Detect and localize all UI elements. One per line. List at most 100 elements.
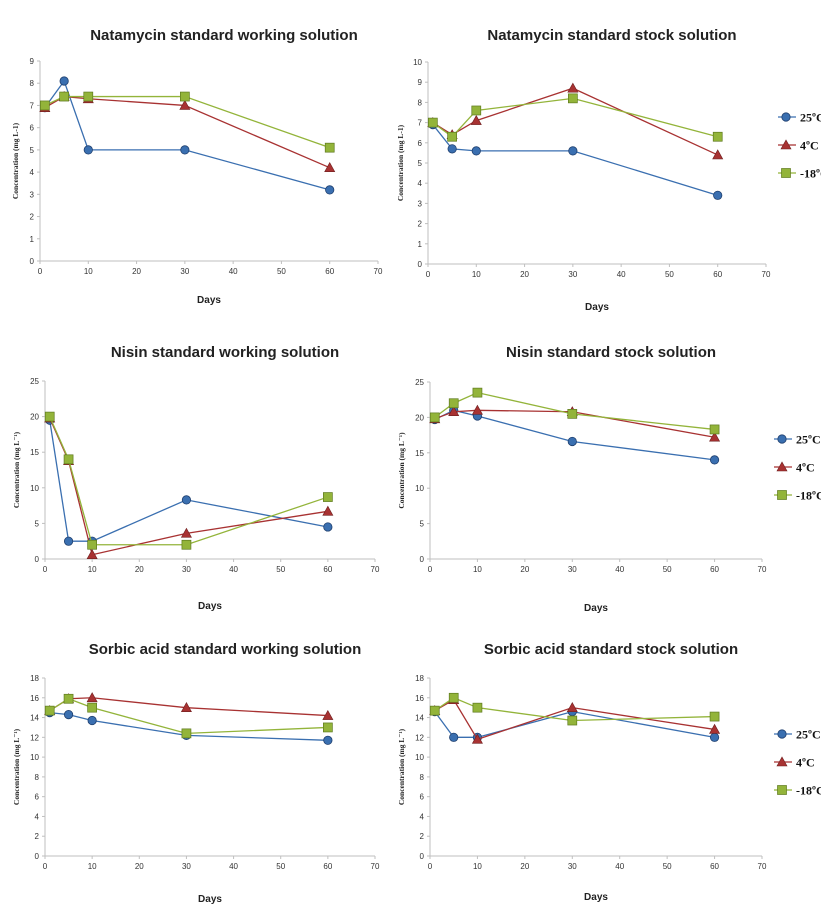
- x-tick-label: 10: [473, 862, 482, 871]
- x-tick-label: 50: [663, 565, 672, 574]
- x-tick-label: 60: [710, 565, 719, 574]
- x-tick-label: 30: [568, 565, 577, 574]
- x-tick-label: 60: [323, 565, 332, 574]
- y-tick-label: 6: [35, 793, 40, 802]
- data-point-s3: [39, 100, 50, 111]
- y-tick-label: 4: [35, 812, 40, 821]
- y-tick-label: 12: [30, 733, 39, 742]
- data-point-s2: [709, 431, 721, 442]
- chart-5: Sorbic acid standard working solution 0 2 4…: [12, 641, 380, 905]
- chart-6: Sorbic acid standard stock solution 0 2 4 6 8…: [397, 641, 821, 903]
- y-tick-label: 8: [35, 773, 40, 782]
- y-tick-label: 12: [415, 733, 424, 742]
- legend-label: 4ºC: [796, 756, 815, 770]
- data-point-s3: [180, 91, 190, 102]
- data-point-s3: [44, 411, 55, 422]
- data-point-s3: [87, 702, 97, 713]
- legend-label: 25ºC: [796, 728, 821, 742]
- data-point-s1: [323, 522, 333, 532]
- x-tick-label: 40: [229, 267, 238, 276]
- y-tick-label: 2: [418, 220, 423, 229]
- chart-title: Sorbic acid standard working solution: [89, 641, 362, 658]
- y-tick-label: 10: [413, 58, 422, 67]
- data-point-s3: [712, 131, 723, 142]
- data-point-s3: [44, 705, 55, 716]
- x-tick-label: 30: [182, 565, 191, 574]
- x-tick-label: 10: [88, 565, 97, 574]
- x-tick-label: 70: [758, 862, 767, 871]
- data-point-s2: [324, 162, 336, 172]
- x-tick-label: 40: [617, 270, 626, 279]
- legend-marker: [781, 112, 791, 122]
- y-tick-label: 20: [415, 413, 424, 422]
- legend-label: -18ºC: [796, 489, 821, 503]
- chart-2: Natamycin standard stock solution 0 1 2 3 4 5 6…: [396, 27, 821, 313]
- data-point-s3: [472, 387, 483, 398]
- legend-label: 4ºC: [796, 461, 815, 475]
- data-point-s1: [180, 145, 190, 155]
- x-tick-label: 10: [472, 270, 481, 279]
- data-point-s3: [63, 454, 74, 465]
- x-tick-label: 0: [43, 862, 48, 871]
- x-tick-label: 20: [135, 565, 144, 574]
- y-tick-label: 18: [415, 674, 424, 683]
- legend-marker: [777, 490, 787, 500]
- data-point-s3: [709, 424, 720, 435]
- data-point-s3: [709, 711, 720, 722]
- data-point-s1: [447, 144, 457, 154]
- x-tick-label: 10: [473, 565, 482, 574]
- x-tick-label: 0: [38, 267, 43, 276]
- data-point-s3: [323, 722, 333, 733]
- x-tick-label: 60: [710, 862, 719, 871]
- data-point-s1: [87, 715, 97, 726]
- data-point-s2: [180, 527, 192, 538]
- x-tick-label: 70: [371, 862, 380, 871]
- charts-layer: Natamycin standard working solution01234…: [11, 27, 821, 905]
- data-point-s1: [709, 732, 720, 742]
- y-tick-label: 25: [30, 377, 39, 386]
- data-point-s3: [87, 539, 97, 550]
- y-tick-label: 14: [30, 714, 39, 723]
- data-point-s2: [567, 82, 579, 93]
- data-point-s3: [472, 702, 483, 713]
- x-tick-label: 60: [325, 267, 334, 276]
- data-point-s1: [709, 455, 720, 465]
- data-point-s2: [470, 114, 482, 125]
- y-tick-label: 9: [30, 57, 35, 66]
- y-tick-label: 7: [30, 101, 35, 110]
- y-axis-label: Concentration (mg L⁻¹): [12, 431, 21, 508]
- x-axis-label: Days: [585, 302, 609, 313]
- y-tick-label: 0: [418, 260, 423, 269]
- x-tick-label: 10: [88, 862, 97, 871]
- data-point-s2: [180, 702, 192, 712]
- y-tick-label: 5: [418, 159, 423, 168]
- data-point-s3: [429, 412, 440, 423]
- y-tick-label: 1: [30, 235, 35, 244]
- y-tick-label: 6: [420, 793, 425, 802]
- y-axis-label: Concentration (mg L⁻¹): [397, 728, 406, 805]
- series-line-1: [49, 420, 328, 542]
- x-axis-label: Days: [584, 892, 608, 903]
- x-tick-label: 60: [323, 862, 332, 871]
- y-tick-label: 5: [35, 519, 40, 528]
- data-point-s1: [568, 146, 578, 156]
- x-tick-label: 20: [520, 862, 529, 871]
- y-tick-label: 7: [418, 119, 423, 128]
- data-point-s2: [471, 733, 483, 744]
- y-tick-label: 8: [418, 98, 423, 107]
- chart-3: Nisin standard working solution 0 5 10 15 20 2…: [12, 344, 380, 612]
- y-tick-label: 20: [30, 413, 39, 422]
- x-tick-label: 50: [276, 565, 285, 574]
- legend-marker: [777, 729, 787, 739]
- data-point-s2: [86, 692, 98, 703]
- y-tick-label: 0: [420, 555, 425, 564]
- legend-marker: [777, 785, 787, 795]
- y-tick-label: 6: [418, 139, 423, 148]
- legend-marker: [776, 461, 788, 472]
- y-tick-label: 10: [415, 484, 424, 493]
- data-point-s1: [713, 190, 723, 200]
- data-point-s2: [448, 406, 460, 417]
- data-point-s1: [449, 732, 459, 742]
- legend-label: 25ºC: [796, 433, 821, 447]
- y-tick-label: 10: [30, 484, 39, 493]
